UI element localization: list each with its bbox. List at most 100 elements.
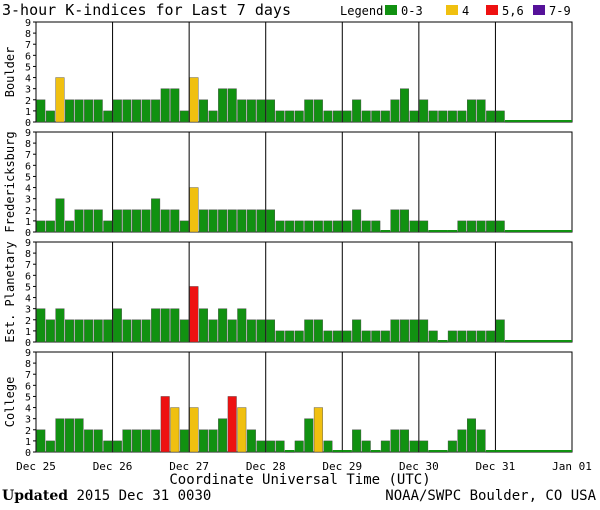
k-index-bar [266,319,275,343]
k-index-bar [275,220,285,233]
x-tick-label: Dec 27 [169,460,209,473]
k-index-bar [304,418,314,453]
k-index-bar [323,220,333,233]
k-index-bar [122,209,132,233]
y-tick-label: 5 [25,282,31,293]
k-index-bar [141,209,151,233]
k-index-bar [361,220,371,233]
k-index-bar [304,319,314,343]
k-index-bar [486,220,496,233]
k-index-bar [380,440,390,453]
k-index-bar [256,99,266,123]
k-index-bar [179,110,189,123]
k-index-bar [170,88,180,123]
k-index-bar [467,330,476,343]
k-index-bar [390,209,400,233]
k-index-bar [84,429,94,453]
chart-title: 3-hour K-indices for Last 7 days [2,1,291,19]
k-index-bar [199,99,208,123]
k-index-bar [237,99,247,123]
k-index-bar [467,99,476,123]
k-index-bar [65,319,74,343]
k-index-bar [218,209,228,233]
k-index-bar [457,220,467,233]
panel-frame [35,131,573,233]
y-tick-label: 0 [25,118,31,129]
chart-panels: 0123456789Boulder0123456789Fredericksbur… [3,18,573,459]
legend-entry: 4 [462,4,469,18]
panel-frame [35,351,573,453]
k-index-bar [246,99,256,123]
k-index-bar [36,99,46,123]
k-index-bar [285,330,295,343]
k-index-bar [256,319,266,343]
k-index-bar [36,308,46,343]
k-index-bar [333,110,342,123]
k-index-bar [390,99,400,123]
k-index-bar [112,440,122,453]
k-index-bar [333,220,342,233]
k-index-bar [93,319,103,343]
k-index-bar [55,198,65,233]
k-index-bar [84,209,94,233]
k-index-bar [467,220,476,233]
k-index-bar [380,110,390,123]
k-index-bar [237,209,247,233]
k-index-bar [141,429,151,453]
k-index-bar [486,330,496,343]
k-index-bar [199,209,208,233]
k-index-bar [275,110,285,123]
k-index-bar [122,429,132,453]
y-tick-label: 6 [25,161,31,172]
legend-entry: 7-9 [549,4,571,18]
k-index-bar [447,440,457,453]
y-tick-label: 2 [25,426,31,437]
y-tick-label: 6 [25,51,31,62]
k-index-bar [160,209,170,233]
k-index-bar [84,99,94,123]
k-index-bar [199,429,208,453]
k-index-bar [189,286,199,343]
k-index-bar [352,429,362,453]
k-index-bar [199,308,208,343]
k-index-bar [55,308,65,343]
k-index-bar [352,319,362,343]
k-index-bar [218,308,228,343]
k-index-bar [227,319,237,343]
updated-timestamp: 2015 Dec 31 0030 [68,488,212,504]
k-index-bar [409,319,419,343]
k-index-bar [266,209,275,233]
footer-credit: NOAA/SWPC Boulder, CO USA [385,488,596,504]
k-index-bar [112,209,122,233]
k-index-bar [132,429,141,453]
k-index-bar [93,429,103,453]
legend-swatch [486,5,498,15]
k-index-bar [246,209,256,233]
k-index-bar [400,319,409,343]
y-tick-label: 0 [25,228,31,239]
k-index-bar [323,330,333,343]
k-index-bar [495,319,505,343]
k-index-bar [313,220,323,233]
k-index-bar [160,88,170,123]
k-index-bar [285,220,295,233]
k-index-bar [400,209,409,233]
x-tick-label: Jan 01 [552,460,592,473]
k-index-bar [237,407,247,453]
k-index-bar [36,220,46,233]
y-tick-label: 9 [25,348,31,359]
k-index-bar [189,407,199,453]
legend-label: Legend: [340,4,391,18]
y-tick-label: 8 [25,359,31,370]
k-index-bar [218,88,228,123]
k-index-bar [323,440,333,453]
k-index-bar [447,330,457,343]
k-index-bar [151,429,161,453]
k-index-bar [65,99,74,123]
k-index-bar [285,110,295,123]
updated-label: Updated [2,488,69,504]
k-index-bar [476,99,486,123]
k-index-bar [495,110,505,123]
